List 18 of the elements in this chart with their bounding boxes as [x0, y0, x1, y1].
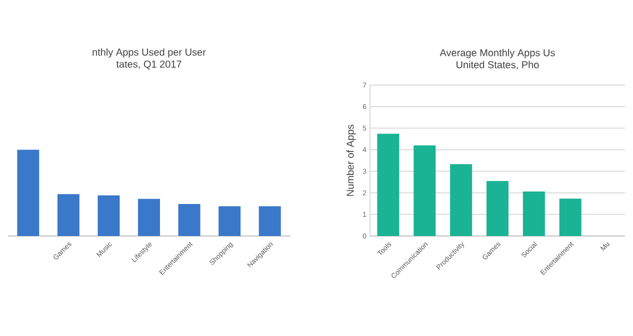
bar — [218, 206, 241, 236]
bar — [377, 134, 400, 236]
bar — [98, 195, 120, 236]
bar — [414, 145, 436, 236]
chart-subtitle: tates, Q1 2017 — [116, 60, 182, 70]
y-axis-title: Number of Apps — [346, 124, 356, 196]
chart-title: Average Monthly Apps Us — [440, 48, 555, 58]
chart-title: nthly Apps Used per User — [92, 48, 206, 58]
bar — [486, 180, 508, 236]
bar — [522, 192, 545, 236]
bar — [57, 194, 80, 236]
bar — [178, 204, 200, 236]
bar — [559, 198, 582, 236]
chart-subtitle: United States, Pho — [456, 60, 539, 70]
bar — [258, 206, 281, 236]
bar — [450, 164, 472, 236]
bar — [138, 198, 160, 236]
bar — [17, 150, 40, 236]
